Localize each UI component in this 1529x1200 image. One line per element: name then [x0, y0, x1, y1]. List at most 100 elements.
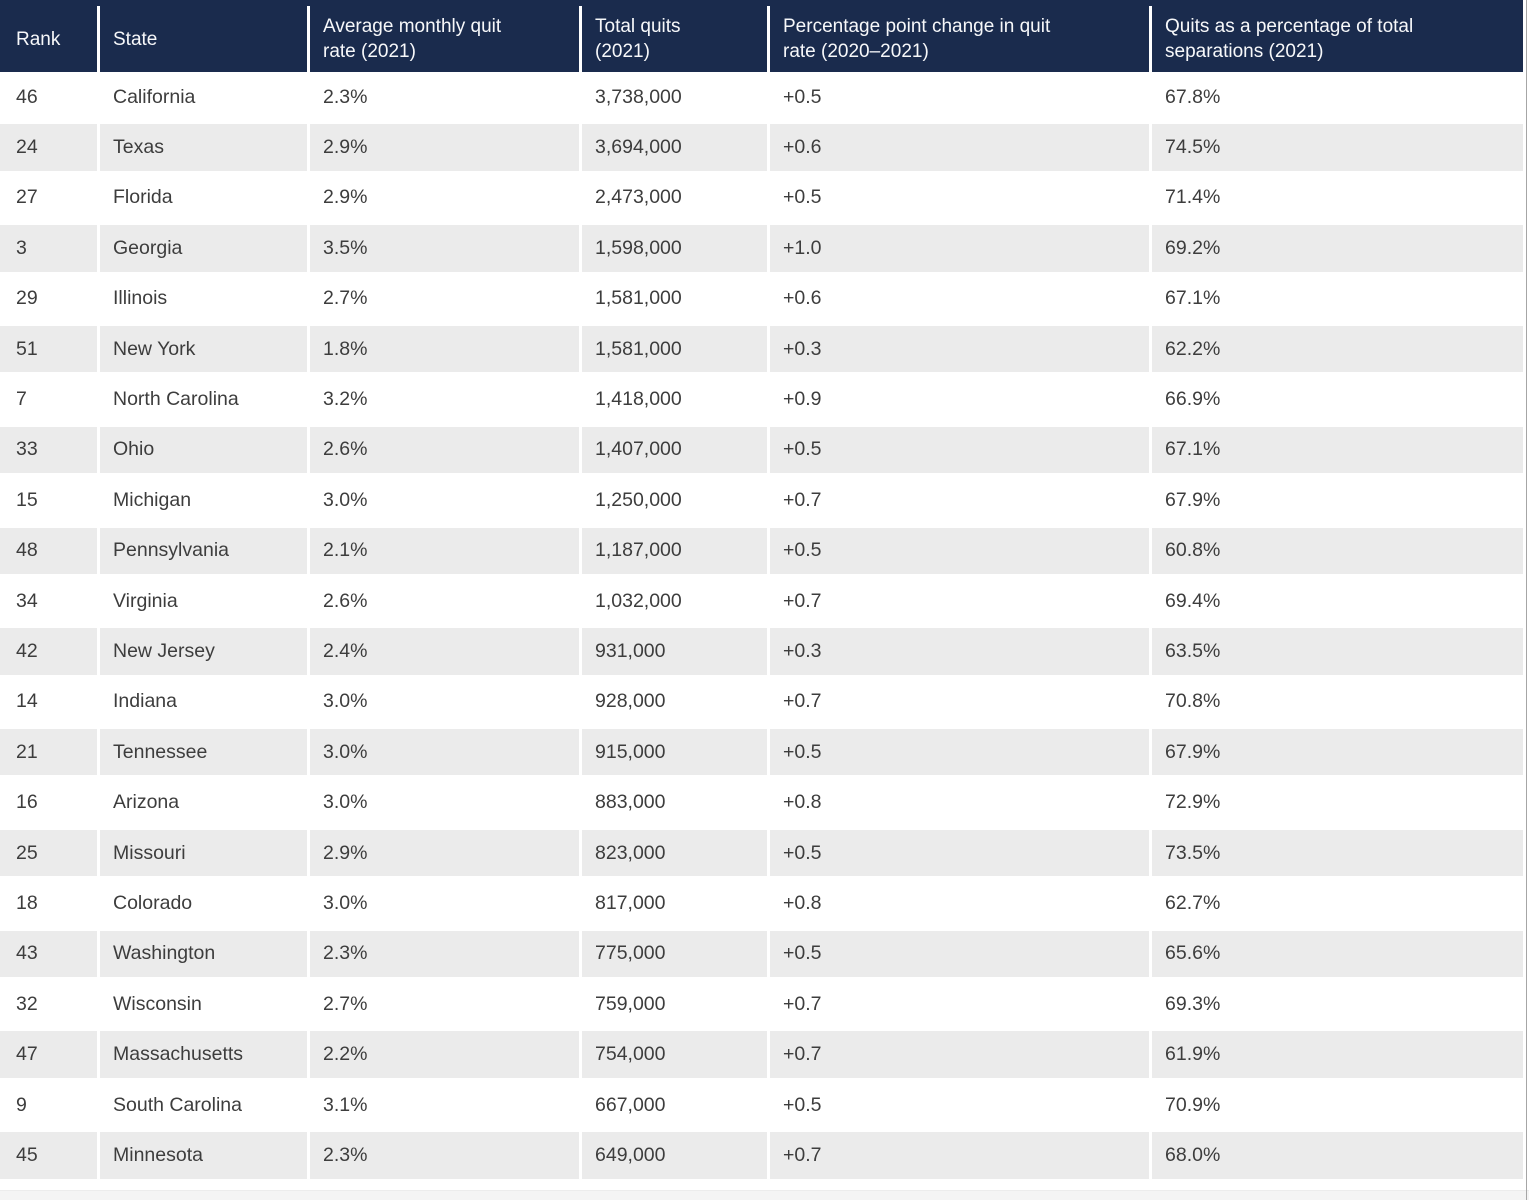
cell-pct_point_change_quit_rate_2020_2021: +0.5	[767, 525, 1149, 576]
cell-total_quits_2021: 1,407,000	[579, 424, 767, 476]
cell-total_quits_2021: 3,694,000	[579, 122, 767, 173]
cell-state: Florida	[97, 172, 307, 224]
cell-rank: 32	[0, 979, 97, 1030]
cell-total_quits_2021: 1,581,000	[579, 273, 767, 324]
cell-total_quits_2021: 2,473,000	[579, 172, 767, 224]
cell-avg_monthly_quit_rate_2021: 2.6%	[307, 575, 579, 627]
cell-quits_pct_of_total_separations_2021: 69.2%	[1149, 223, 1523, 274]
cell-rank: 25	[0, 827, 97, 879]
cell-quits_pct_of_total_separations_2021: 60.8%	[1149, 525, 1523, 576]
cell-rank: 18	[0, 878, 97, 929]
cell-avg_monthly_quit_rate_2021: 2.9%	[307, 172, 579, 224]
cell-pct_point_change_quit_rate_2020_2021: +0.7	[767, 979, 1149, 1030]
cell-quits_pct_of_total_separations_2021: 67.1%	[1149, 424, 1523, 476]
cell-quits_pct_of_total_separations_2021: 63.5%	[1149, 626, 1523, 677]
cell-quits_pct_of_total_separations_2021: 70.9%	[1149, 1079, 1523, 1131]
cell-state: Indiana	[97, 676, 307, 728]
cell-pct_point_change_quit_rate_2020_2021: +0.5	[767, 424, 1149, 476]
cell-rank: 27	[0, 172, 97, 224]
cell-avg_monthly_quit_rate_2021: 1.8%	[307, 323, 579, 375]
cell-rank: 16	[0, 777, 97, 828]
cell-avg_monthly_quit_rate_2021: 3.0%	[307, 676, 579, 728]
cell-state: North Carolina	[97, 374, 307, 425]
cell-state: Massachusetts	[97, 1029, 307, 1080]
cell-state: Michigan	[97, 475, 307, 526]
cell-pct_point_change_quit_rate_2020_2021: +0.5	[767, 72, 1149, 123]
cell-quits_pct_of_total_separations_2021: 74.5%	[1149, 122, 1523, 173]
cell-avg_monthly_quit_rate_2021: 2.3%	[307, 1130, 579, 1181]
cell-rank: 47	[0, 1029, 97, 1080]
cell-quits_pct_of_total_separations_2021: 61.9%	[1149, 1029, 1523, 1080]
cell-avg_monthly_quit_rate_2021: 3.0%	[307, 475, 579, 526]
cell-state: Missouri	[97, 827, 307, 879]
cell-pct_point_change_quit_rate_2020_2021: +0.5	[767, 827, 1149, 879]
cell-rank: 7	[0, 374, 97, 425]
cell-rank: 21	[0, 727, 97, 778]
column-header-rank: Rank	[0, 6, 97, 72]
table-row: 46 California 2.3% 3,738,000 +0.5 67.8%	[0, 72, 1523, 123]
cell-quits_pct_of_total_separations_2021: 69.4%	[1149, 575, 1523, 627]
table-row: 9 South Carolina 3.1% 667,000 +0.5 70.9%	[0, 1079, 1523, 1131]
table-header: Rank State Average monthly quit rate (2021…	[0, 6, 1523, 72]
cell-quits_pct_of_total_separations_2021: 72.9%	[1149, 777, 1523, 828]
cell-state: Colorado	[97, 878, 307, 929]
column-header-total_quits_2021: Total quits (2021)	[579, 6, 767, 72]
cell-rank: 33	[0, 424, 97, 476]
cell-total_quits_2021: 883,000	[579, 777, 767, 828]
cell-avg_monthly_quit_rate_2021: 3.2%	[307, 374, 579, 425]
bottom-strip	[0, 1189, 1529, 1200]
table-row: 21 Tennessee 3.0% 915,000 +0.5 67.9%	[0, 727, 1523, 778]
header-row: Rank State Average monthly quit rate (2021…	[0, 6, 1523, 72]
cell-rank: 42	[0, 626, 97, 677]
table-row: 47 Massachusetts 2.2% 754,000 +0.7 61.9%	[0, 1029, 1523, 1080]
cell-total_quits_2021: 649,000	[579, 1130, 767, 1181]
table-row: 48 Pennsylvania 2.1% 1,187,000 +0.5 60.8%	[0, 525, 1523, 576]
cell-state: Washington	[97, 928, 307, 980]
cell-total_quits_2021: 817,000	[579, 878, 767, 929]
cell-pct_point_change_quit_rate_2020_2021: +0.5	[767, 727, 1149, 778]
table-row: 32 Wisconsin 2.7% 759,000 +0.7 69.3%	[0, 979, 1523, 1030]
cell-pct_point_change_quit_rate_2020_2021: +0.7	[767, 1029, 1149, 1080]
cell-pct_point_change_quit_rate_2020_2021: +0.5	[767, 928, 1149, 980]
cell-quits_pct_of_total_separations_2021: 67.1%	[1149, 273, 1523, 324]
cell-pct_point_change_quit_rate_2020_2021: +0.7	[767, 1130, 1149, 1181]
cell-rank: 34	[0, 575, 97, 627]
table-row: 51 New York 1.8% 1,581,000 +0.3 62.2%	[0, 323, 1523, 375]
cell-pct_point_change_quit_rate_2020_2021: +0.6	[767, 273, 1149, 324]
cell-avg_monthly_quit_rate_2021: 2.7%	[307, 273, 579, 324]
cell-avg_monthly_quit_rate_2021: 2.3%	[307, 72, 579, 123]
cell-pct_point_change_quit_rate_2020_2021: +0.6	[767, 122, 1149, 173]
cell-avg_monthly_quit_rate_2021: 3.1%	[307, 1079, 579, 1131]
cell-avg_monthly_quit_rate_2021: 2.2%	[307, 1029, 579, 1080]
cell-quits_pct_of_total_separations_2021: 71.4%	[1149, 172, 1523, 224]
cell-avg_monthly_quit_rate_2021: 3.0%	[307, 878, 579, 929]
column-header-avg_monthly_quit_rate_2021: Average monthly quit rate (2021)	[307, 6, 579, 72]
table-row: 33 Ohio 2.6% 1,407,000 +0.5 67.1%	[0, 424, 1523, 476]
cell-total_quits_2021: 931,000	[579, 626, 767, 677]
cell-total_quits_2021: 1,581,000	[579, 323, 767, 375]
cell-avg_monthly_quit_rate_2021: 3.0%	[307, 777, 579, 828]
cell-quits_pct_of_total_separations_2021: 66.9%	[1149, 374, 1523, 425]
cell-state: Wisconsin	[97, 979, 307, 1030]
cell-total_quits_2021: 1,598,000	[579, 223, 767, 274]
cell-pct_point_change_quit_rate_2020_2021: +0.8	[767, 878, 1149, 929]
cell-pct_point_change_quit_rate_2020_2021: +0.5	[767, 172, 1149, 224]
cell-state: Georgia	[97, 223, 307, 274]
cell-avg_monthly_quit_rate_2021: 2.6%	[307, 424, 579, 476]
cell-rank: 51	[0, 323, 97, 375]
cell-rank: 3	[0, 223, 97, 274]
table-row: 16 Arizona 3.0% 883,000 +0.8 72.9%	[0, 777, 1523, 828]
cell-quits_pct_of_total_separations_2021: 67.9%	[1149, 727, 1523, 778]
cell-total_quits_2021: 759,000	[579, 979, 767, 1030]
column-header-quits_pct_of_total_separations_2021: Quits as a percentage of total separatio…	[1149, 6, 1523, 72]
cell-avg_monthly_quit_rate_2021: 2.4%	[307, 626, 579, 677]
cell-state: Ohio	[97, 424, 307, 476]
cell-total_quits_2021: 3,738,000	[579, 72, 767, 123]
cell-quits_pct_of_total_separations_2021: 65.6%	[1149, 928, 1523, 980]
cell-rank: 14	[0, 676, 97, 728]
cell-quits_pct_of_total_separations_2021: 62.2%	[1149, 323, 1523, 375]
table-row: 7 North Carolina 3.2% 1,418,000 +0.9 66.9%	[0, 374, 1523, 425]
table-row: 29 Illinois 2.7% 1,581,000 +0.6 67.1%	[0, 273, 1523, 324]
cell-state: Arizona	[97, 777, 307, 828]
